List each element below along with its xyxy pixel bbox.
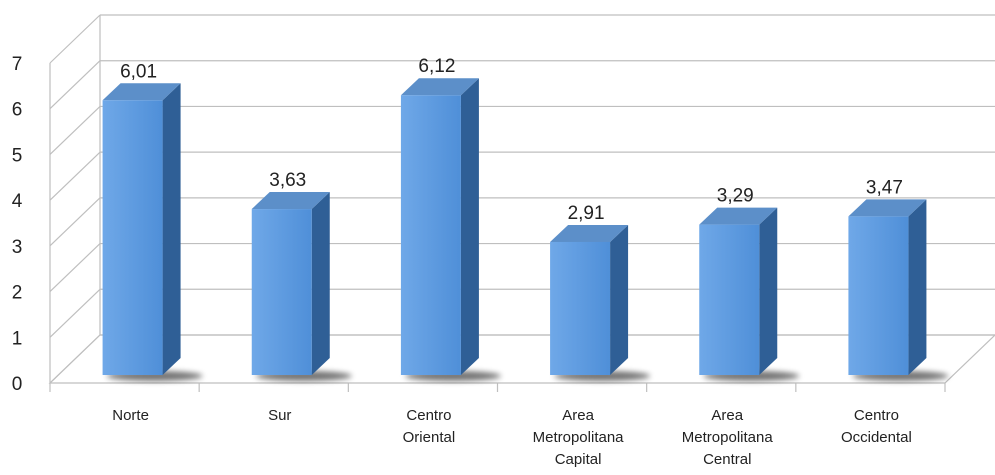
category-label-line: Central — [703, 451, 751, 468]
y-tick-label: 1 — [12, 328, 23, 349]
bar — [102, 100, 163, 375]
category-label: Centro Oriental — [403, 407, 456, 446]
y-tick-label: 6 — [12, 100, 23, 121]
category-label-line: Area — [562, 407, 594, 424]
category-label-line: Centro — [854, 407, 899, 424]
bar-top — [400, 78, 479, 96]
category-label: Norte — [112, 407, 149, 424]
bar — [848, 216, 909, 375]
bar-side — [610, 224, 629, 375]
category-label: Sur — [268, 407, 291, 424]
wall-diagonal — [49, 197, 101, 247]
bar-top — [251, 192, 330, 210]
category-label-line: Occidental — [841, 429, 912, 446]
bar-side — [908, 199, 927, 375]
y-tick-label: 2 — [12, 283, 23, 304]
category-label-line: Capital — [555, 451, 602, 468]
bar-layer — [102, 78, 927, 375]
y-tick-label: 0 — [12, 374, 23, 395]
bar-top — [102, 83, 181, 101]
bar — [550, 241, 611, 375]
data-label: 6,01 — [120, 61, 157, 82]
category-label-line: Metropolitana — [533, 429, 625, 446]
data-label: 3,47 — [866, 177, 903, 198]
category-label: Centro Occidental — [841, 407, 912, 446]
category-label-line: Sur — [268, 407, 291, 424]
bar-side — [311, 192, 330, 375]
data-label: 3,29 — [717, 186, 754, 207]
bar-top — [699, 207, 778, 225]
category-label-line: Area — [711, 407, 743, 424]
category-label: Area Metropolitana Central — [682, 407, 774, 468]
category-label-line: Norte — [112, 407, 149, 424]
bar — [400, 95, 461, 375]
wall-diagonal — [49, 60, 101, 110]
data-label: 6,12 — [418, 56, 455, 77]
bar — [699, 224, 760, 375]
y-tick-label: 5 — [12, 145, 23, 166]
bar-side — [162, 83, 181, 375]
bar-side — [759, 207, 778, 375]
wall-diagonal — [49, 151, 101, 201]
wall-diagonal — [49, 288, 101, 338]
wall-diagonal — [49, 14, 101, 64]
bar-top — [848, 199, 927, 217]
wall-diagonal — [49, 243, 101, 293]
y-tick-label: 4 — [12, 191, 23, 212]
label-layer: 0 1 2 3 4 5 6 7 6,01 Norte 3,63 Sur 6,12 Centro Orient… — [12, 54, 912, 468]
bar-top — [550, 224, 629, 242]
bar-side — [460, 78, 479, 375]
wall-diagonal — [49, 105, 101, 155]
y-tick-label: 7 — [12, 54, 23, 75]
category-label-line: Centro — [406, 407, 451, 424]
y-tick-label: 3 — [12, 237, 23, 258]
shadow-layer — [106, 371, 949, 381]
category-label: Area Metropolitana Capital — [533, 407, 625, 468]
category-label-line: Oriental — [403, 429, 456, 446]
bar — [251, 209, 312, 375]
data-label: 2,91 — [568, 203, 605, 224]
data-label: 3,63 — [269, 170, 306, 191]
grid-layer — [48, 14, 995, 392]
category-label-line: Metropolitana — [682, 429, 774, 446]
